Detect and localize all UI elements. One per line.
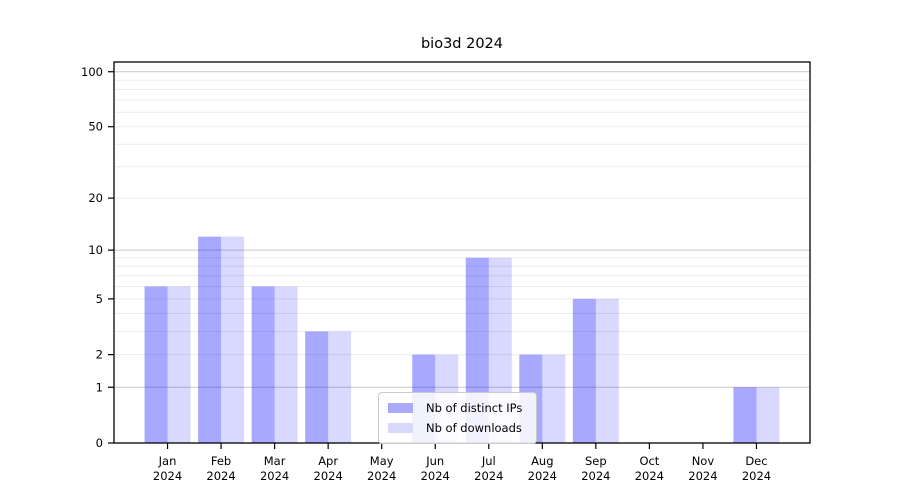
legend-item-downloads: Nb of downloads xyxy=(388,418,522,438)
y-tick-label: 10 xyxy=(88,243,103,257)
bar-downloads-feb xyxy=(221,236,245,443)
x-tick-label: Oct 2024 xyxy=(635,454,664,483)
bar-distinct-ips-jan xyxy=(144,286,168,443)
x-tick-label: Mar 2024 xyxy=(260,454,289,483)
legend: Nb of distinct IPs Nb of downloads xyxy=(378,392,538,444)
bar-downloads-aug xyxy=(542,354,566,443)
x-tick-label: Jul 2024 xyxy=(474,454,503,483)
x-tick-label: Aug 2024 xyxy=(528,454,557,483)
x-tick-label: Feb 2024 xyxy=(206,454,235,483)
bar-downloads-sep xyxy=(595,298,619,443)
x-tick-label: Jan 2024 xyxy=(153,454,182,483)
bar-distinct-ips-feb xyxy=(198,236,222,443)
chart-title: bio3d 2024 xyxy=(420,36,504,52)
x-tick-label: Jun 2024 xyxy=(421,454,450,483)
x-tick-label: Nov 2024 xyxy=(688,454,717,483)
bar-distinct-ips-apr xyxy=(305,331,329,443)
x-tick-label: Sep 2024 xyxy=(581,454,610,483)
y-tick-label: 100 xyxy=(81,65,103,79)
legend-item-distinct-ips: Nb of distinct IPs xyxy=(388,398,522,418)
x-tick-label: Dec 2024 xyxy=(742,454,771,483)
legend-swatch-downloads-icon xyxy=(388,423,413,433)
legend-label-downloads: Nb of downloads xyxy=(426,421,522,435)
bar-distinct-ips-dec xyxy=(733,387,757,443)
y-tick-label: 50 xyxy=(88,120,103,134)
y-tick-label: 2 xyxy=(96,348,103,362)
legend-label-distinct-ips: Nb of distinct IPs xyxy=(426,401,523,415)
bar-downloads-dec xyxy=(756,387,780,443)
bar-downloads-mar xyxy=(274,286,298,443)
bar-downloads-apr xyxy=(328,331,352,443)
bar-distinct-ips-sep xyxy=(572,298,596,443)
x-tick-label: Apr 2024 xyxy=(314,454,343,483)
y-tick-label: 5 xyxy=(96,292,103,306)
legend-swatch-distinct-ips-icon xyxy=(388,403,413,413)
x-tick-label: May 2024 xyxy=(367,454,396,483)
bar-downloads-jan xyxy=(167,286,191,443)
y-tick-label: 0 xyxy=(96,436,103,450)
y-tick-label: 20 xyxy=(88,191,103,205)
y-tick-label: 1 xyxy=(96,380,103,394)
bar-distinct-ips-mar xyxy=(251,286,275,443)
